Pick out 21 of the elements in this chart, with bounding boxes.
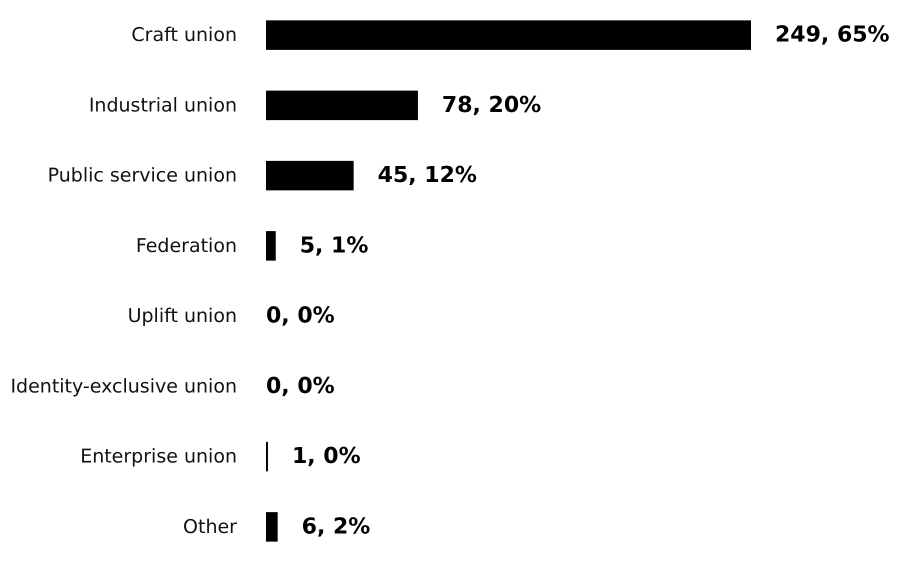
bar — [266, 90, 418, 120]
y-tick-label: Other — [183, 516, 238, 538]
y-tick-label: Enterprise union — [80, 446, 237, 468]
bar — [266, 20, 751, 50]
y-tick-label: Federation — [136, 234, 237, 257]
y-tick-label: Public service union — [48, 164, 237, 187]
bar — [266, 512, 278, 542]
bar — [266, 231, 276, 261]
data-label: 1, 0% — [292, 444, 361, 470]
bar — [266, 160, 354, 190]
data-label: 0, 0% — [266, 304, 335, 329]
data-label: 0, 0% — [266, 374, 335, 399]
y-tick-label: Craft union — [131, 24, 237, 46]
data-label: 6, 2% — [302, 514, 370, 540]
data-label: 78, 20% — [442, 92, 542, 118]
data-label: 45, 12% — [378, 163, 477, 188]
data-label: 5, 1% — [300, 233, 368, 258]
y-tick-label: Identity-exclusive union — [10, 375, 237, 398]
y-tick-label: Industrial union — [88, 94, 237, 116]
y-tick-label: Uplift union — [128, 305, 237, 328]
data-label: 249, 65% — [775, 22, 890, 48]
